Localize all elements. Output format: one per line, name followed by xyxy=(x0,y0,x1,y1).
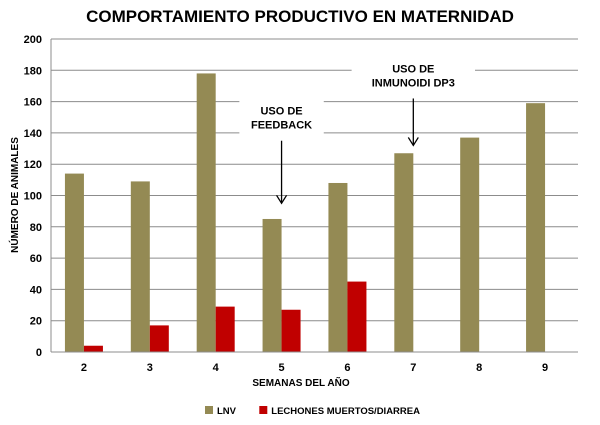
x-tick-label: 6 xyxy=(344,362,350,374)
bar-lechones-muertos-5 xyxy=(281,309,301,352)
bar-lechones-muertos-4 xyxy=(215,306,235,352)
y-axis-label: NÚMERO DE ANIMALES xyxy=(8,137,21,253)
y-tick-label: 40 xyxy=(30,284,42,296)
y-tick-label: 200 xyxy=(24,34,42,46)
legend-label: LECHONES MUERTOS/DIARREA xyxy=(271,406,420,417)
legend-swatch xyxy=(205,406,213,414)
annotation-arrow-head xyxy=(407,137,419,147)
bar-lnv-8 xyxy=(460,137,480,352)
annotations: USO DE FEEDBACK USO DE INMUNOIDI DP3 xyxy=(239,58,476,205)
bar-lnv-6 xyxy=(328,182,348,352)
annotation-arrow-head xyxy=(276,194,288,205)
y-tick-label: 160 xyxy=(24,97,42,109)
legend-swatch xyxy=(259,406,268,414)
bar-lnv-9 xyxy=(526,103,546,352)
y-tick-label: 0 xyxy=(36,347,42,359)
x-tick-label: 9 xyxy=(542,362,548,374)
bar-lechones-muertos-3 xyxy=(149,325,169,352)
annotation-text: USO DE xyxy=(392,63,434,75)
x-tick-label: 2 xyxy=(81,362,87,374)
y-tick-label: 120 xyxy=(24,159,42,171)
y-tick-label: 180 xyxy=(24,65,42,77)
bar-lechones-muertos-2 xyxy=(83,345,103,352)
bar-lnv-3 xyxy=(130,181,150,352)
axes xyxy=(50,39,578,353)
bar-lechones-muertos-6 xyxy=(347,281,367,352)
y-tick-label: 80 xyxy=(30,222,42,234)
chart-title: COMPORTAMIENTO PRODUCTIVO EN MATERNIDAD xyxy=(86,7,514,26)
annotation-background xyxy=(239,100,324,143)
legend-label: LNV xyxy=(217,406,237,417)
annotation-text: FEEDBACK xyxy=(251,120,312,132)
x-tick-label: 5 xyxy=(279,362,285,374)
y-tick-label: 60 xyxy=(30,253,42,265)
bar-lnv-7 xyxy=(394,153,414,352)
y-tick-label: 20 xyxy=(30,316,42,328)
x-tick-label: 8 xyxy=(476,362,482,374)
y-tick-label: 100 xyxy=(24,191,42,203)
legend: LNV LECHONES MUERTOS/DIARREA xyxy=(205,406,420,417)
bar-lnv-5 xyxy=(262,218,282,352)
y-tick-label: 140 xyxy=(24,128,42,140)
grid-lines xyxy=(51,38,578,353)
bar-lnv-2 xyxy=(64,173,84,352)
annotation-background xyxy=(351,58,476,101)
annotation-text: INMUNOIDI DP3 xyxy=(372,77,455,89)
bars xyxy=(64,73,546,353)
x-tick-label: 7 xyxy=(410,362,416,374)
x-tick-label: 4 xyxy=(213,362,220,374)
bar-lnv-4 xyxy=(196,73,216,353)
y-tick-labels: 0 20 40 60 80 100 120 140 160 180 200 xyxy=(24,34,42,359)
x-tick-labels: 2 3 4 5 6 7 8 9 xyxy=(81,362,548,374)
x-axis-label: SEMANAS DEL AÑO xyxy=(252,376,349,389)
x-tick-label: 3 xyxy=(147,362,153,374)
annotation-text: USO DE xyxy=(260,106,302,118)
